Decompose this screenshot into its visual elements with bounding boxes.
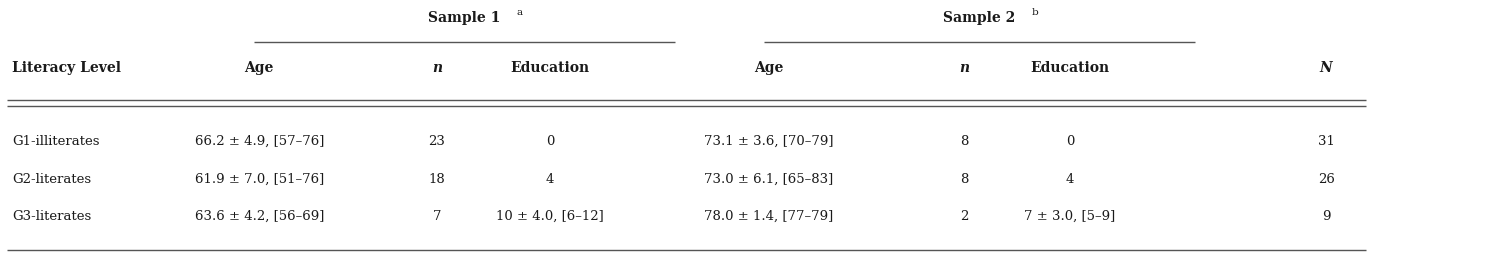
- Text: 26: 26: [1317, 173, 1335, 186]
- Text: Sample 2: Sample 2: [943, 11, 1016, 25]
- Text: 7: 7: [433, 210, 442, 223]
- Text: b: b: [1031, 8, 1038, 17]
- Text: 73.1 ± 3.6, [70–79]: 73.1 ± 3.6, [70–79]: [704, 135, 833, 148]
- Text: 66.2 ± 4.9, [57–76]: 66.2 ± 4.9, [57–76]: [194, 135, 324, 148]
- Text: G1-illiterates: G1-illiterates: [12, 135, 99, 148]
- Text: 61.9 ± 7.0, [51–76]: 61.9 ± 7.0, [51–76]: [194, 173, 324, 186]
- Text: 63.6 ± 4.2, [56–69]: 63.6 ± 4.2, [56–69]: [194, 210, 324, 223]
- Text: Education: Education: [1031, 61, 1109, 75]
- Text: 18: 18: [428, 173, 446, 186]
- Text: a: a: [517, 8, 523, 17]
- Text: Literacy Level: Literacy Level: [12, 61, 121, 75]
- Text: 2: 2: [960, 210, 969, 223]
- Text: Age: Age: [244, 61, 274, 75]
- Text: 7 ± 3.0, [5–9]: 7 ± 3.0, [5–9]: [1025, 210, 1115, 223]
- Text: Education: Education: [511, 61, 589, 75]
- Text: 0: 0: [546, 135, 555, 148]
- Text: 0: 0: [1065, 135, 1074, 148]
- Text: 4: 4: [546, 173, 555, 186]
- Text: n: n: [960, 61, 969, 75]
- Text: N: N: [1320, 61, 1332, 75]
- Text: 31: 31: [1317, 135, 1335, 148]
- Text: 78.0 ± 1.4, [77–79]: 78.0 ± 1.4, [77–79]: [704, 210, 833, 223]
- Text: G3-literates: G3-literates: [12, 210, 92, 223]
- Text: 73.0 ± 6.1, [65–83]: 73.0 ± 6.1, [65–83]: [704, 173, 833, 186]
- Text: n: n: [433, 61, 442, 75]
- Text: Age: Age: [754, 61, 784, 75]
- Text: 8: 8: [960, 135, 969, 148]
- Text: 10 ± 4.0, [6–12]: 10 ± 4.0, [6–12]: [496, 210, 604, 223]
- Text: G2-literates: G2-literates: [12, 173, 92, 186]
- Text: 23: 23: [428, 135, 446, 148]
- Text: Sample 1: Sample 1: [428, 11, 500, 25]
- Text: 9: 9: [1322, 210, 1331, 223]
- Text: 8: 8: [960, 173, 969, 186]
- Text: 4: 4: [1065, 173, 1074, 186]
